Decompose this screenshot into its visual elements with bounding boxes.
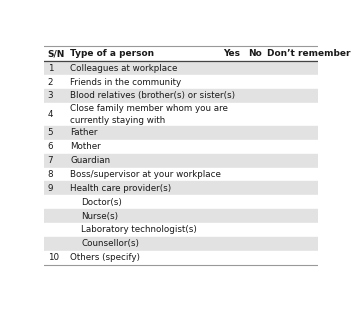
Text: Don’t remember: Don’t remember <box>267 49 351 58</box>
Text: Type of a person: Type of a person <box>70 49 154 58</box>
Bar <box>44 154 318 168</box>
Bar <box>44 140 318 154</box>
Text: Colleagues at workplace: Colleagues at workplace <box>70 64 178 73</box>
Text: 4: 4 <box>48 110 53 119</box>
Bar <box>44 181 318 195</box>
Text: currently staying with: currently staying with <box>70 116 165 125</box>
Bar <box>44 237 318 251</box>
Text: Counsellor(s): Counsellor(s) <box>81 239 139 248</box>
Text: No: No <box>248 49 262 58</box>
Text: Blood relatives (brother(s) or sister(s): Blood relatives (brother(s) or sister(s) <box>70 91 235 100</box>
Text: 3: 3 <box>48 91 53 100</box>
Bar <box>44 168 318 181</box>
Text: Boss/supervisor at your workplace: Boss/supervisor at your workplace <box>70 170 221 179</box>
Text: 10: 10 <box>48 253 59 262</box>
Text: 7: 7 <box>48 156 53 165</box>
Text: Yes: Yes <box>223 49 240 58</box>
Text: Friends in the community: Friends in the community <box>70 78 181 86</box>
Bar <box>44 251 318 265</box>
Bar <box>44 46 318 61</box>
Text: Others (specify): Others (specify) <box>70 253 140 262</box>
Text: Health care provider(s): Health care provider(s) <box>70 184 171 193</box>
Text: Mother: Mother <box>70 142 101 151</box>
Bar <box>44 223 318 237</box>
Text: Father: Father <box>70 128 98 137</box>
Bar <box>44 61 318 75</box>
Text: 1: 1 <box>48 64 53 73</box>
Bar <box>44 89 318 103</box>
Text: 2: 2 <box>48 78 53 86</box>
Bar <box>44 195 318 209</box>
Text: Guardian: Guardian <box>70 156 110 165</box>
Bar <box>44 75 318 89</box>
Text: 6: 6 <box>48 142 53 151</box>
Text: S/N: S/N <box>48 49 65 58</box>
Text: Laboratory technologist(s): Laboratory technologist(s) <box>81 225 197 234</box>
Text: 9: 9 <box>48 184 53 193</box>
Text: Nurse(s): Nurse(s) <box>81 211 118 220</box>
Bar <box>44 209 318 223</box>
Bar <box>44 103 318 126</box>
Text: Close family member whom you are: Close family member whom you are <box>70 104 228 113</box>
Bar <box>44 126 318 140</box>
Text: 5: 5 <box>48 128 53 137</box>
Text: Doctor(s): Doctor(s) <box>81 198 122 207</box>
Text: 8: 8 <box>48 170 53 179</box>
